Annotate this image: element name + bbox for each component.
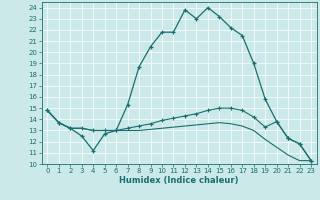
X-axis label: Humidex (Indice chaleur): Humidex (Indice chaleur) xyxy=(119,176,239,185)
